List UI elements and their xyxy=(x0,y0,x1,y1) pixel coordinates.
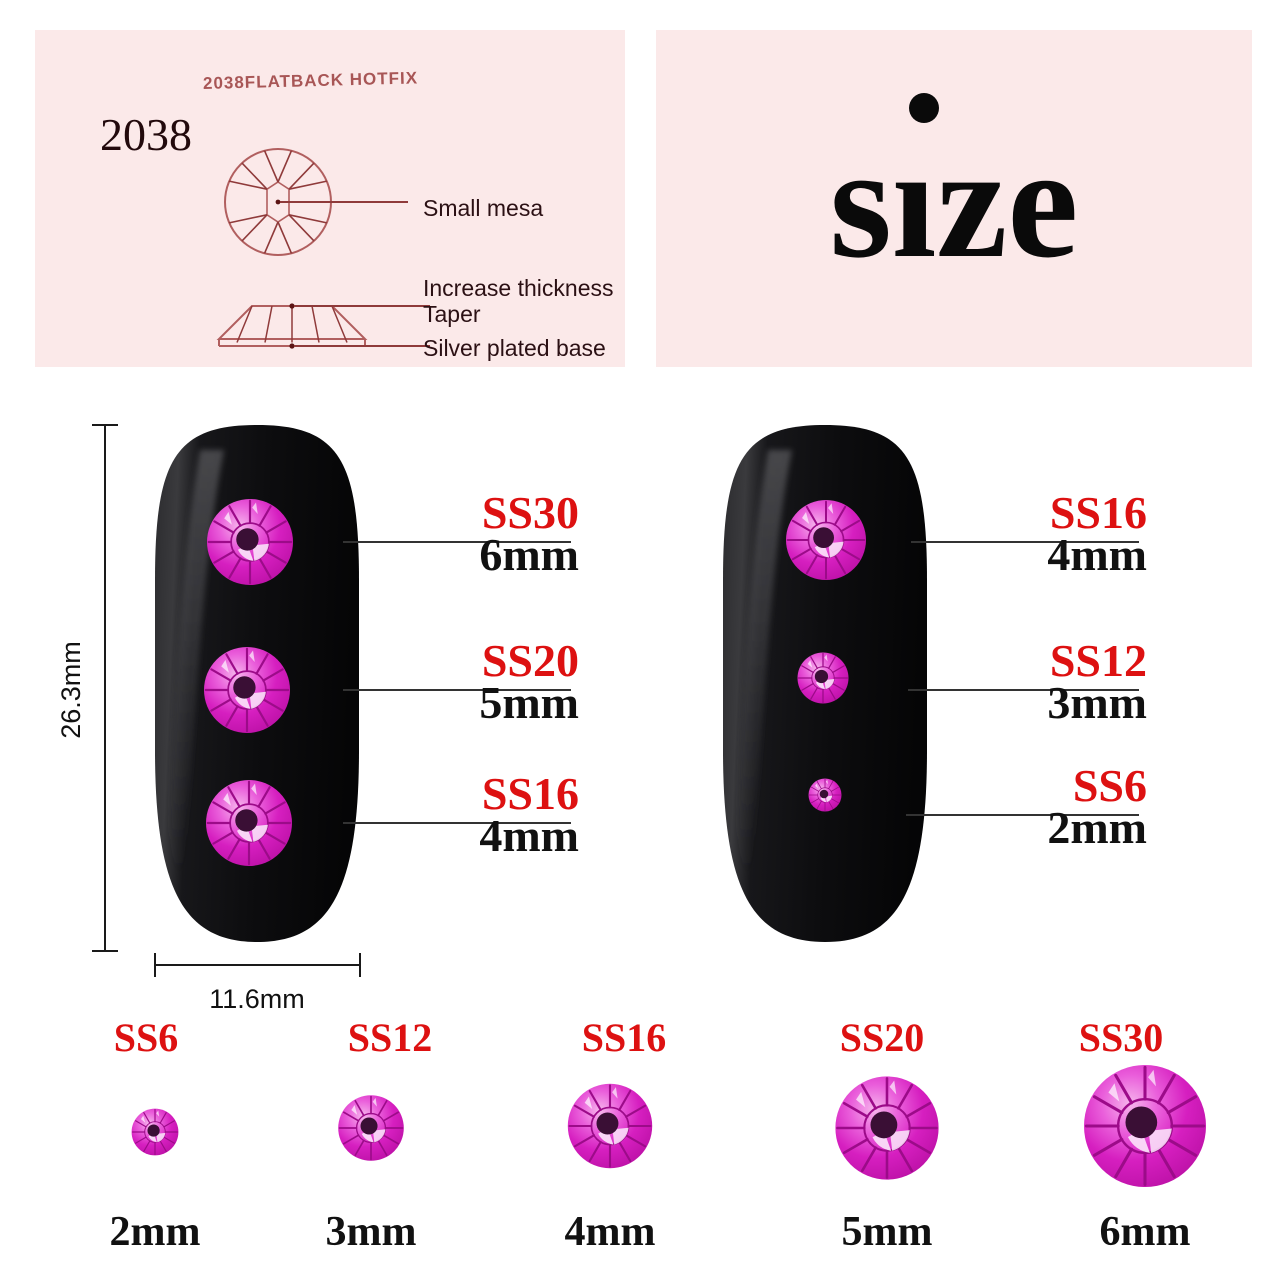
svg-text:6mm: 6mm xyxy=(479,529,579,580)
svg-text:Small mesa: Small mesa xyxy=(423,195,543,221)
svg-text:26.3mm: 26.3mm xyxy=(56,641,86,739)
svg-text:SS6: SS6 xyxy=(114,1015,179,1060)
svg-text:5mm: 5mm xyxy=(842,1209,933,1255)
svg-text:5mm: 5mm xyxy=(479,677,579,728)
svg-text:Silver plated base: Silver plated base xyxy=(423,335,606,361)
svg-text:SS30: SS30 xyxy=(1079,1015,1164,1060)
svg-text:4mm: 4mm xyxy=(479,810,579,861)
svg-text:6mm: 6mm xyxy=(1100,1209,1191,1255)
svg-text:4mm: 4mm xyxy=(565,1209,656,1255)
svg-text:2mm: 2mm xyxy=(1047,802,1147,853)
svg-text:Increase thickness: Increase thickness xyxy=(423,275,613,301)
svg-text:SS20: SS20 xyxy=(840,1015,925,1060)
svg-text:4mm: 4mm xyxy=(1047,529,1147,580)
svg-text:sıze: sıze xyxy=(830,113,1079,291)
svg-text:3mm: 3mm xyxy=(1047,677,1147,728)
svg-text:SS12: SS12 xyxy=(348,1015,433,1060)
svg-text:2mm: 2mm xyxy=(110,1209,201,1255)
svg-text:SS16: SS16 xyxy=(582,1015,667,1060)
svg-text:3mm: 3mm xyxy=(326,1209,417,1255)
svg-text:Taper: Taper xyxy=(423,301,481,327)
